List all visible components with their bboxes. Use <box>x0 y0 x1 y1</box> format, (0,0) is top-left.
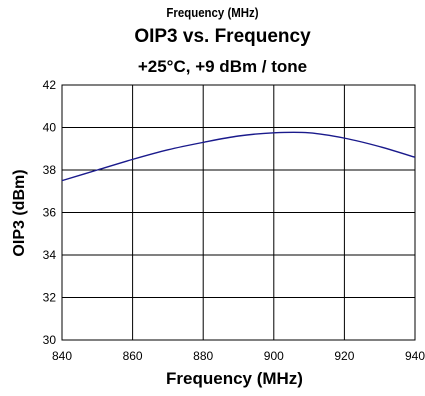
x-tick-label: 840 <box>52 349 72 363</box>
grid-lines <box>61 84 416 341</box>
oip3-series-line <box>61 131 416 182</box>
y-tick-label: 30 <box>43 333 57 347</box>
y-tick-label: 32 <box>43 291 57 305</box>
x-tick-label: 860 <box>123 349 143 363</box>
plot-frame <box>61 84 416 341</box>
y-tick-label: 38 <box>43 163 57 177</box>
x-axis-label: Frequency (MHz) <box>166 369 303 388</box>
chart-title: OIP3 vs. Frequency <box>134 26 311 47</box>
y-tick-label: 42 <box>43 78 57 92</box>
y-tick-label: 40 <box>43 121 57 135</box>
x-tick-label: 940 <box>405 349 425 363</box>
x-tick-label: 920 <box>334 349 354 363</box>
chart-subtitle: +25°C, +9 dBm / tone <box>137 57 308 76</box>
y-tick-label: 34 <box>43 248 57 262</box>
y-tick-labels: 42 40 38 36 34 32 30 <box>43 78 57 347</box>
x-tick-label: 900 <box>264 349 284 363</box>
top-frequency-label: Frequency (MHz) <box>166 5 259 20</box>
x-tick-labels: 840 860 880 900 920 940 <box>52 349 425 363</box>
x-tick-label: 880 <box>193 349 213 363</box>
y-tick-label: 36 <box>43 206 57 220</box>
y-axis-label: OIP3 (dBm) <box>11 169 28 257</box>
